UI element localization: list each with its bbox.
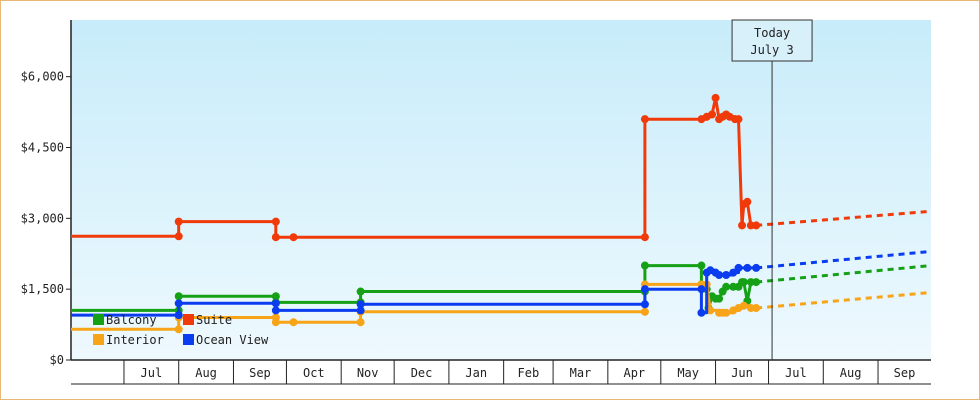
x-tick-label: Aug xyxy=(195,366,217,380)
data-point[interactable] xyxy=(640,233,649,242)
legend-swatch xyxy=(93,314,104,325)
data-point[interactable] xyxy=(174,299,183,308)
data-point[interactable] xyxy=(640,285,649,294)
legend-item-suite[interactable]: Suite xyxy=(183,313,232,327)
data-point[interactable] xyxy=(271,306,280,315)
data-point[interactable] xyxy=(271,318,280,327)
x-tick-label: Oct xyxy=(303,366,325,380)
data-point[interactable] xyxy=(356,306,365,315)
data-point[interactable] xyxy=(174,311,183,320)
x-tick-label: Jun xyxy=(731,366,753,380)
x-tick-label: Jul xyxy=(141,366,163,380)
data-point[interactable] xyxy=(734,263,743,272)
data-point[interactable] xyxy=(697,285,706,294)
today-marker: Today July 3 xyxy=(731,19,813,360)
forecast-line-balcony xyxy=(756,264,932,284)
legend-swatch xyxy=(93,334,104,345)
legend-label: Ocean View xyxy=(196,333,269,347)
data-point[interactable] xyxy=(743,197,752,206)
data-point[interactable] xyxy=(640,261,649,270)
data-point[interactable] xyxy=(271,233,280,242)
data-point[interactable] xyxy=(734,115,743,124)
data-point[interactable] xyxy=(697,308,706,317)
x-tick-label: Sep xyxy=(894,366,916,380)
series-ocean-view xyxy=(71,249,932,320)
data-point[interactable] xyxy=(174,232,183,241)
legend-swatch xyxy=(183,334,194,345)
data-point[interactable] xyxy=(743,263,752,272)
data-point[interactable] xyxy=(640,300,649,309)
forecast-line-suite xyxy=(756,209,932,227)
data-point[interactable] xyxy=(271,299,280,308)
data-point[interactable] xyxy=(752,221,761,230)
legend-item-balcony[interactable]: Balcony xyxy=(93,313,157,327)
data-point[interactable] xyxy=(289,233,298,242)
data-point[interactable] xyxy=(752,278,761,287)
data-point[interactable] xyxy=(697,261,706,270)
data-point[interactable] xyxy=(706,306,715,315)
y-tick-label: $4,500 xyxy=(21,141,64,155)
x-tick-label: Jul xyxy=(785,366,807,380)
series-layer xyxy=(71,93,932,334)
x-tick-label: Nov xyxy=(357,366,379,380)
data-point[interactable] xyxy=(271,217,280,226)
data-point[interactable] xyxy=(356,287,365,296)
data-point[interactable] xyxy=(708,110,717,119)
data-point[interactable] xyxy=(715,271,724,279)
data-point[interactable] xyxy=(174,325,183,334)
data-point[interactable] xyxy=(739,301,748,310)
x-tick-label: Aug xyxy=(840,366,862,380)
x-tick-label: Dec xyxy=(411,366,433,380)
x-tick-label: Feb xyxy=(518,366,540,380)
x-tick-label: Apr xyxy=(623,366,645,380)
legend-item-ocean-view[interactable]: Ocean View xyxy=(183,333,269,347)
data-point[interactable] xyxy=(752,304,761,313)
legend: Balcony Suite Interior Ocean View xyxy=(93,313,269,347)
x-tick-label: May xyxy=(677,366,699,380)
data-point[interactable] xyxy=(752,263,761,272)
x-tick-label: Jan xyxy=(465,366,487,380)
today-label: Today xyxy=(754,26,790,40)
data-point[interactable] xyxy=(722,271,731,279)
plot-background xyxy=(71,20,931,360)
y-tick-label: $6,000 xyxy=(21,70,64,84)
legend-swatch xyxy=(183,314,194,325)
data-point[interactable] xyxy=(640,115,649,124)
data-point[interactable] xyxy=(729,268,738,277)
y-tick-label: $1,500 xyxy=(21,282,64,296)
data-point[interactable] xyxy=(289,318,298,327)
data-point[interactable] xyxy=(739,278,748,287)
today-label-box xyxy=(731,19,813,62)
legend-label: Interior xyxy=(106,333,164,347)
legend-label: Balcony xyxy=(106,313,157,327)
y-axis: $0 $1,500 $3,000 $4,500 $6,000 xyxy=(21,20,72,367)
y-tick-label: $0 xyxy=(50,353,64,367)
x-axis: Jul Aug Sep Oct Nov Dec Jan Feb Mar Apr May Jun Jul A… xyxy=(71,359,931,385)
data-point[interactable] xyxy=(271,292,280,301)
x-tick-label: Mar xyxy=(570,366,592,380)
today-date-label: July 3 xyxy=(750,43,793,57)
data-point[interactable] xyxy=(722,282,731,291)
data-point[interactable] xyxy=(738,221,747,230)
data-point[interactable] xyxy=(174,217,183,226)
forecast-line-ocean-view xyxy=(756,249,932,270)
data-point[interactable] xyxy=(722,308,731,317)
data-point[interactable] xyxy=(715,294,724,303)
data-point[interactable] xyxy=(356,300,365,309)
data-point[interactable] xyxy=(640,307,649,316)
data-point[interactable] xyxy=(174,292,183,301)
legend-label: Suite xyxy=(196,313,232,327)
x-tick-label: Sep xyxy=(249,366,271,380)
legend-item-interior[interactable]: Interior xyxy=(93,333,164,347)
data-point[interactable] xyxy=(711,93,720,102)
series-suite xyxy=(71,93,932,242)
y-tick-label: $3,000 xyxy=(21,211,64,225)
forecast-line-interior xyxy=(756,290,932,310)
data-point[interactable] xyxy=(356,318,365,327)
